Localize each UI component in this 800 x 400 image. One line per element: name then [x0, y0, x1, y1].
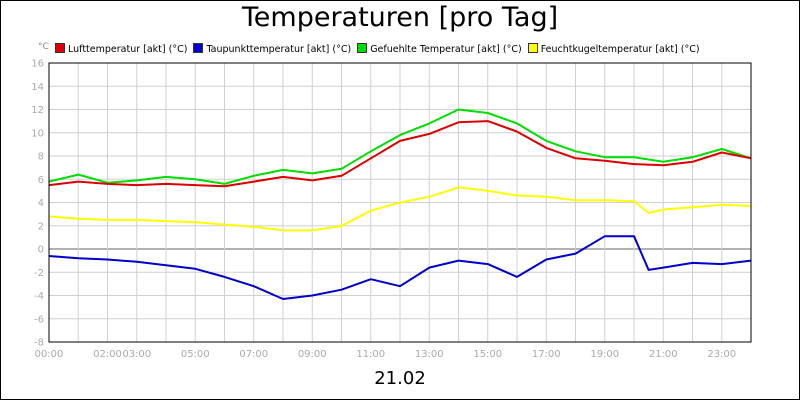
legend-swatch — [357, 42, 368, 53]
y-tick-label: -6 — [34, 314, 44, 325]
x-tick-label: 03:00 — [122, 349, 151, 360]
y-tick-label: 2 — [38, 221, 44, 232]
y-tick-label: 12 — [31, 105, 44, 116]
legend: Lufttemperatur [akt] (°C) Taupunkttempera… — [55, 38, 706, 55]
x-tick-label: 17:00 — [532, 349, 561, 360]
legend-swatch — [193, 42, 204, 53]
y-axis-unit: °C — [38, 42, 49, 52]
series-line — [48, 108, 752, 185]
x-tick-label: 05:00 — [181, 349, 210, 360]
x-tick-label: 23:00 — [707, 349, 736, 360]
legend-item: Taupunkttemperatur [akt] (°C) — [193, 42, 352, 55]
y-tick-label: -2 — [34, 268, 44, 279]
x-tick-label: 19:00 — [590, 349, 619, 360]
y-tick-label: -8 — [34, 338, 44, 349]
x-tick-label: 09:00 — [298, 349, 327, 360]
series-line — [48, 186, 752, 232]
y-tick-label: 8 — [38, 152, 44, 163]
chart-title: Temperaturen [pro Tag] — [241, 2, 559, 33]
y-tick-label: -4 — [34, 291, 44, 302]
x-tick-label: 15:00 — [473, 349, 502, 360]
legend-label: Taupunkttemperatur [akt] (°C) — [206, 43, 352, 55]
legend-label: Feuchtkugeltemperatur [akt] (°C) — [540, 43, 700, 55]
legend-item: Lufttemperatur [akt] (°C) — [55, 42, 188, 55]
y-tick-label: 4 — [38, 198, 44, 209]
series-line — [48, 120, 752, 188]
legend-swatch — [55, 42, 65, 53]
x-tick-label: 13:00 — [415, 349, 444, 360]
y-tick-label: 16 — [31, 59, 44, 70]
y-tick-label: 14 — [31, 82, 44, 93]
x-tick-label: 11:00 — [356, 349, 385, 360]
y-tick-label: 10 — [31, 128, 44, 139]
legend-label: Lufttemperatur [akt] (°C) — [68, 43, 188, 55]
x-tick-label: 02:00 — [93, 349, 122, 360]
legend-label: Gefuehlte Temperatur [akt] (°C) — [370, 43, 522, 55]
series-line — [48, 235, 752, 300]
x-tick-label: 21:00 — [649, 349, 678, 360]
legend-item: Feuchtkugeltemperatur [akt] (°C) — [527, 42, 700, 55]
plot-border — [48, 62, 752, 343]
x-tick-label: 00:00 — [35, 349, 64, 360]
y-tick-label: 0 — [38, 245, 44, 256]
legend-swatch — [527, 42, 538, 53]
date-label: 21.02 — [374, 368, 426, 389]
legend-item: Gefuehlte Temperatur [akt] (°C) — [357, 42, 522, 55]
x-tick-label: 07:00 — [239, 349, 268, 360]
y-tick-label: 6 — [38, 175, 44, 186]
